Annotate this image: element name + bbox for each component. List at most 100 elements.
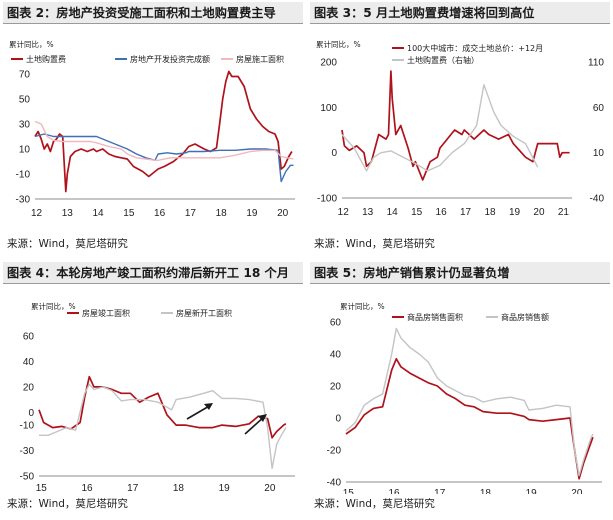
x-tick-label: 19	[219, 483, 231, 494]
x-tick-label: 20	[571, 488, 583, 494]
y-tick-label: 60	[330, 318, 342, 329]
x-tick-label: 18	[484, 207, 496, 218]
chart-panel-investment: 图表 2：房地产投资受施工面积和土地购置费主导 累计同比，% 土地购置费 房地产开…	[3, 2, 303, 260]
x-tick-label: 15	[36, 483, 48, 494]
legend-label: 土地购置费	[26, 54, 66, 64]
y-right-tick-label: 110	[588, 58, 604, 69]
y-tick-label: -30	[16, 195, 31, 206]
y-tick-label: 70	[19, 70, 31, 81]
x-tick-label: 14	[93, 208, 105, 219]
y-right-tick-label: 10	[593, 148, 605, 159]
investment-chart: 累计同比，% 土地购置费 房地产开发投资完成额 房屋施工面积 70 50 30 10 -10…	[9, 39, 295, 219]
x-tick-label: 16	[388, 488, 400, 494]
y-tick-label: 0	[335, 414, 341, 425]
source-note: 来源：Wind，莫尼塔研究	[7, 238, 128, 250]
x-tick-label: 18	[216, 208, 228, 219]
y-tick-label: -50	[20, 472, 35, 483]
source-note: 来源：Wind，莫尼塔研究	[314, 238, 435, 250]
y-tick-label: 0	[28, 408, 34, 419]
series-line-1	[39, 383, 287, 470]
chart-panel-completion: 图表 4：本轮房地产竣工面积约滞后新开工 18 个月 累计同比，% 房屋竣工面积…	[3, 262, 303, 520]
x-tick-label: 15	[123, 208, 135, 219]
series-line-1	[34, 133, 294, 183]
series-line-2	[34, 120, 294, 161]
x-tick-label: 18	[173, 483, 185, 494]
trend-arrow-head	[258, 414, 267, 422]
unit-label: 累计同比，%	[340, 301, 385, 311]
x-tick-label: 16	[436, 207, 448, 218]
chart-panel-land-purchase: 图表 3：5 月土地购置费增速将回到高位 累计同比，% 100大中城市：成交土地…	[310, 2, 610, 260]
panel-title: 图表 2：房地产投资受施工面积和土地购置费主导	[3, 2, 303, 24]
legend-label: 100大中城市：成交土地总价：+12月	[407, 43, 543, 53]
x-tick-label: 17	[127, 483, 139, 494]
y-tick-label: -10	[20, 421, 35, 432]
y-tick-label: 60	[23, 332, 35, 343]
series-line-1	[345, 327, 594, 477]
y-tick-label: 200	[320, 58, 337, 69]
x-tick-label: 14	[387, 207, 399, 218]
x-tick-label: 20	[277, 208, 289, 219]
legend-label: 房地产开发投资完成额	[130, 54, 210, 64]
y-tick-label: 20	[23, 382, 35, 393]
y-tick-label: -40	[327, 478, 342, 489]
y-tick-label: -30	[20, 446, 35, 457]
legend-label: 土地购置费（右轴）	[407, 55, 479, 65]
trend-arrow-head	[204, 403, 213, 410]
x-tick-label: 16	[81, 483, 93, 494]
unit-label: 累计同比，%	[9, 39, 54, 49]
x-tick-label: 18	[480, 488, 492, 494]
y-right-tick-label: -40	[590, 194, 605, 205]
series-line-1	[341, 84, 539, 172]
y-tick-label: -100	[317, 194, 337, 205]
y-tick-label: -10	[16, 170, 31, 181]
legend: 商品房销售面积 商品房销售额	[392, 312, 549, 322]
unit-label: 累计同比，%	[31, 301, 76, 311]
y-right-tick-label: 60	[593, 103, 605, 114]
legend-label: 商品房销售面积	[407, 312, 463, 322]
x-tick-label: 15	[411, 207, 423, 218]
series-line-0	[341, 70, 570, 181]
x-tick-label: 17	[434, 488, 446, 494]
y-tick-label: 40	[330, 350, 342, 361]
legend-label: 房屋竣工面积	[82, 308, 130, 318]
panel-title: 图表 5：房地产销售累计仍显著负增	[310, 262, 610, 284]
y-tick-label: 20	[330, 382, 342, 393]
x-tick-label: 19	[509, 207, 521, 218]
series-line-0	[34, 70, 293, 193]
legend: 土地购置费 房地产开发投资完成额 房屋施工面积	[11, 54, 284, 64]
panel-title: 图表 4：本轮房地产竣工面积约滞后新开工 18 个月	[3, 262, 303, 284]
legend-label: 房屋施工面积	[236, 54, 284, 64]
y-tick-label: 10	[19, 145, 31, 156]
series-line-0	[345, 357, 594, 480]
y-tick-label: 100	[320, 103, 337, 114]
y-tick-label: 30	[19, 120, 31, 131]
x-tick-label: 20	[264, 483, 276, 494]
x-tick-label: 17	[185, 208, 197, 219]
x-tick-label: 19	[246, 208, 258, 219]
y-tick-label: 50	[19, 95, 31, 106]
plot-area: 200 100 0 -100 110 60 10 -40 12 13 14 15 16 17 18 19 20 2…	[317, 58, 604, 219]
y-tick-label: 40	[23, 357, 35, 368]
x-tick-label: 12	[338, 207, 350, 218]
x-tick-label: 15	[343, 488, 355, 494]
x-tick-label: 17	[460, 207, 472, 218]
trend-arrows	[186, 403, 267, 435]
legend-label: 商品房销售额	[501, 312, 549, 322]
source-note: 来源：Wind，莫尼塔研究	[7, 498, 128, 510]
x-tick-label: 13	[62, 208, 74, 219]
unit-label: 累计同比，%	[316, 39, 361, 49]
x-tick-label: 19	[526, 488, 538, 494]
x-tick-label: 16	[154, 208, 166, 219]
legend-label: 房屋新开工面积	[176, 308, 232, 318]
chart-panel-sales: 图表 5：房地产销售累计仍显著负增 累计同比，% 商品房销售面积 商品房销售额 6…	[310, 262, 610, 520]
x-tick-label: 20	[533, 207, 545, 218]
x-tick-label: 12	[31, 208, 43, 219]
panel-title: 图表 3：5 月土地购置费增速将回到高位	[310, 2, 610, 24]
source-note: 来源：Wind，莫尼塔研究	[314, 498, 435, 510]
